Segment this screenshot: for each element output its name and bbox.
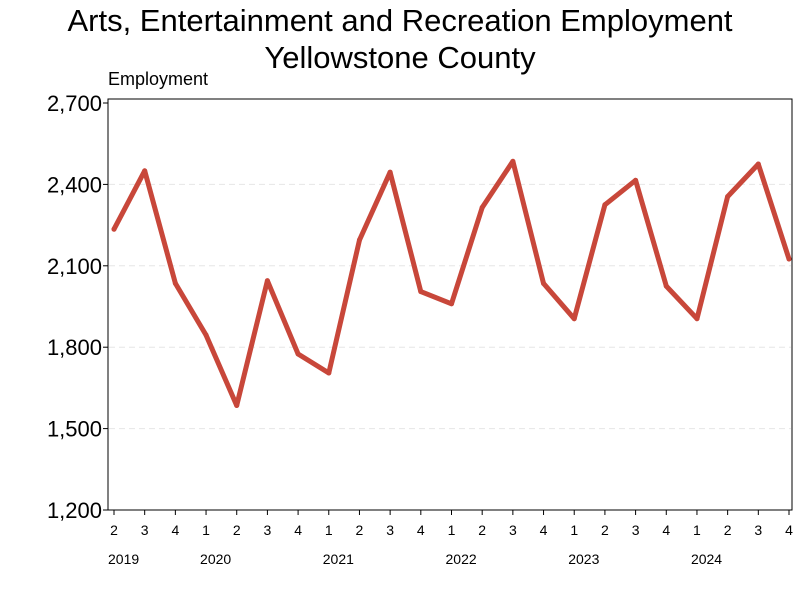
y-tick-label: 2,400: [47, 172, 102, 197]
y-axis-label: Employment: [108, 69, 208, 89]
y-tick-label: 1,800: [47, 335, 102, 360]
data-point: [449, 301, 454, 307]
data-point: [356, 237, 362, 243]
data-point: [786, 256, 792, 262]
data-point: [387, 169, 393, 175]
x-tick-label: 4: [171, 522, 179, 538]
x-tick-label: 4: [540, 522, 548, 538]
year-label: 2023: [568, 551, 599, 567]
y-axis-ticks: 1,200 1,500 1,800 2,100 2,400 2,700: [47, 91, 108, 523]
x-tick-label: 1: [202, 522, 210, 538]
x-tick-label: 2: [233, 522, 241, 538]
x-tick-label: 4: [417, 522, 425, 538]
data-point: [326, 370, 332, 376]
data-point: [510, 158, 516, 164]
data-point: [602, 202, 608, 208]
data-point: [479, 204, 485, 210]
year-label: 2019: [108, 551, 139, 567]
x-tick-label: 3: [386, 522, 394, 538]
x-tick-label: 4: [785, 522, 793, 538]
data-point: [264, 278, 270, 284]
chart-title: Arts, Entertainment and Recreation Emplo…: [67, 3, 732, 38]
x-tick-label: 2: [110, 522, 118, 538]
x-tick-label: 3: [754, 522, 762, 538]
series-line: [111, 158, 792, 408]
x-tick-label: 2: [478, 522, 486, 538]
chart-subtitle: Yellowstone County: [264, 40, 536, 75]
data-point: [755, 161, 761, 167]
y-tick-label: 1,500: [47, 417, 102, 442]
plot-frame: [107, 98, 793, 511]
data-point: [234, 403, 240, 409]
data-point: [633, 177, 639, 183]
x-tick-label: 4: [662, 522, 670, 538]
series-layer: [111, 158, 792, 409]
data-point: [203, 332, 209, 338]
x-axis-ticks: 2 3 4 1 2 3 4 1 2 3 4 1 2 3 4 1 2 3 4 1 2 3 4: [110, 510, 793, 538]
x-tick-label: 3: [264, 522, 272, 538]
year-label: 2021: [323, 551, 354, 567]
year-label: 2022: [446, 551, 477, 567]
data-point: [725, 194, 731, 200]
x-tick-label: 3: [509, 522, 517, 538]
x-tick-label: 1: [448, 522, 456, 538]
data-point: [111, 226, 117, 232]
data-point: [694, 316, 700, 322]
data-point: [418, 289, 424, 295]
data-point: [541, 280, 547, 286]
x-tick-label: 3: [632, 522, 640, 538]
x-tick-label: 2: [724, 522, 732, 538]
data-point: [172, 280, 178, 286]
x-tick-label: 1: [570, 522, 578, 538]
x-tick-label: 2: [356, 522, 364, 538]
y-tick-label: 2,100: [47, 254, 102, 279]
x-tick-label: 1: [325, 522, 333, 538]
data-point: [142, 168, 148, 174]
x-tick-label: 2: [601, 522, 609, 538]
year-label: 2024: [691, 551, 722, 567]
y-tick-label: 2,700: [47, 91, 102, 116]
y-tick-label: 1,200: [47, 498, 102, 523]
data-point: [663, 283, 669, 289]
data-point: [295, 351, 301, 357]
grid-lines: [109, 183, 791, 430]
x-tick-label: 1: [693, 522, 701, 538]
x-tick-label: 4: [294, 522, 302, 538]
year-labels: 2019 2020 2021 2022 2023 2024: [108, 551, 722, 567]
x-tick-label: 3: [141, 522, 149, 538]
data-point: [571, 316, 577, 322]
year-label: 2020: [200, 551, 231, 567]
